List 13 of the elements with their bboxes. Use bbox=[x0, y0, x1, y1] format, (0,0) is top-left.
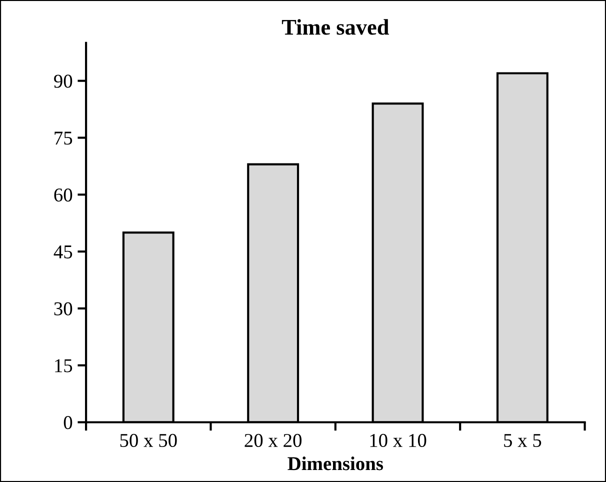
y-tick-label: 0 bbox=[64, 416, 72, 430]
y-tick-label: 90 bbox=[54, 74, 72, 88]
x-tick-label: 10 x 10 bbox=[370, 434, 426, 448]
y-tick-label: 15 bbox=[55, 359, 72, 372]
y-tick-label: 60 bbox=[54, 188, 72, 202]
x-tick-label: 20 x 20 bbox=[244, 434, 302, 448]
x-tick-label: 50 x 50 bbox=[120, 434, 177, 448]
y-tick-label: 45 bbox=[54, 245, 72, 258]
y-tick-label: 75 bbox=[54, 132, 72, 145]
y-tick-label: 30 bbox=[54, 302, 72, 316]
x-tick-label: 5 x 5 bbox=[504, 434, 542, 448]
chart-title: Time saved bbox=[282, 19, 389, 35]
x-axis-title: Dimensions bbox=[288, 456, 384, 470]
